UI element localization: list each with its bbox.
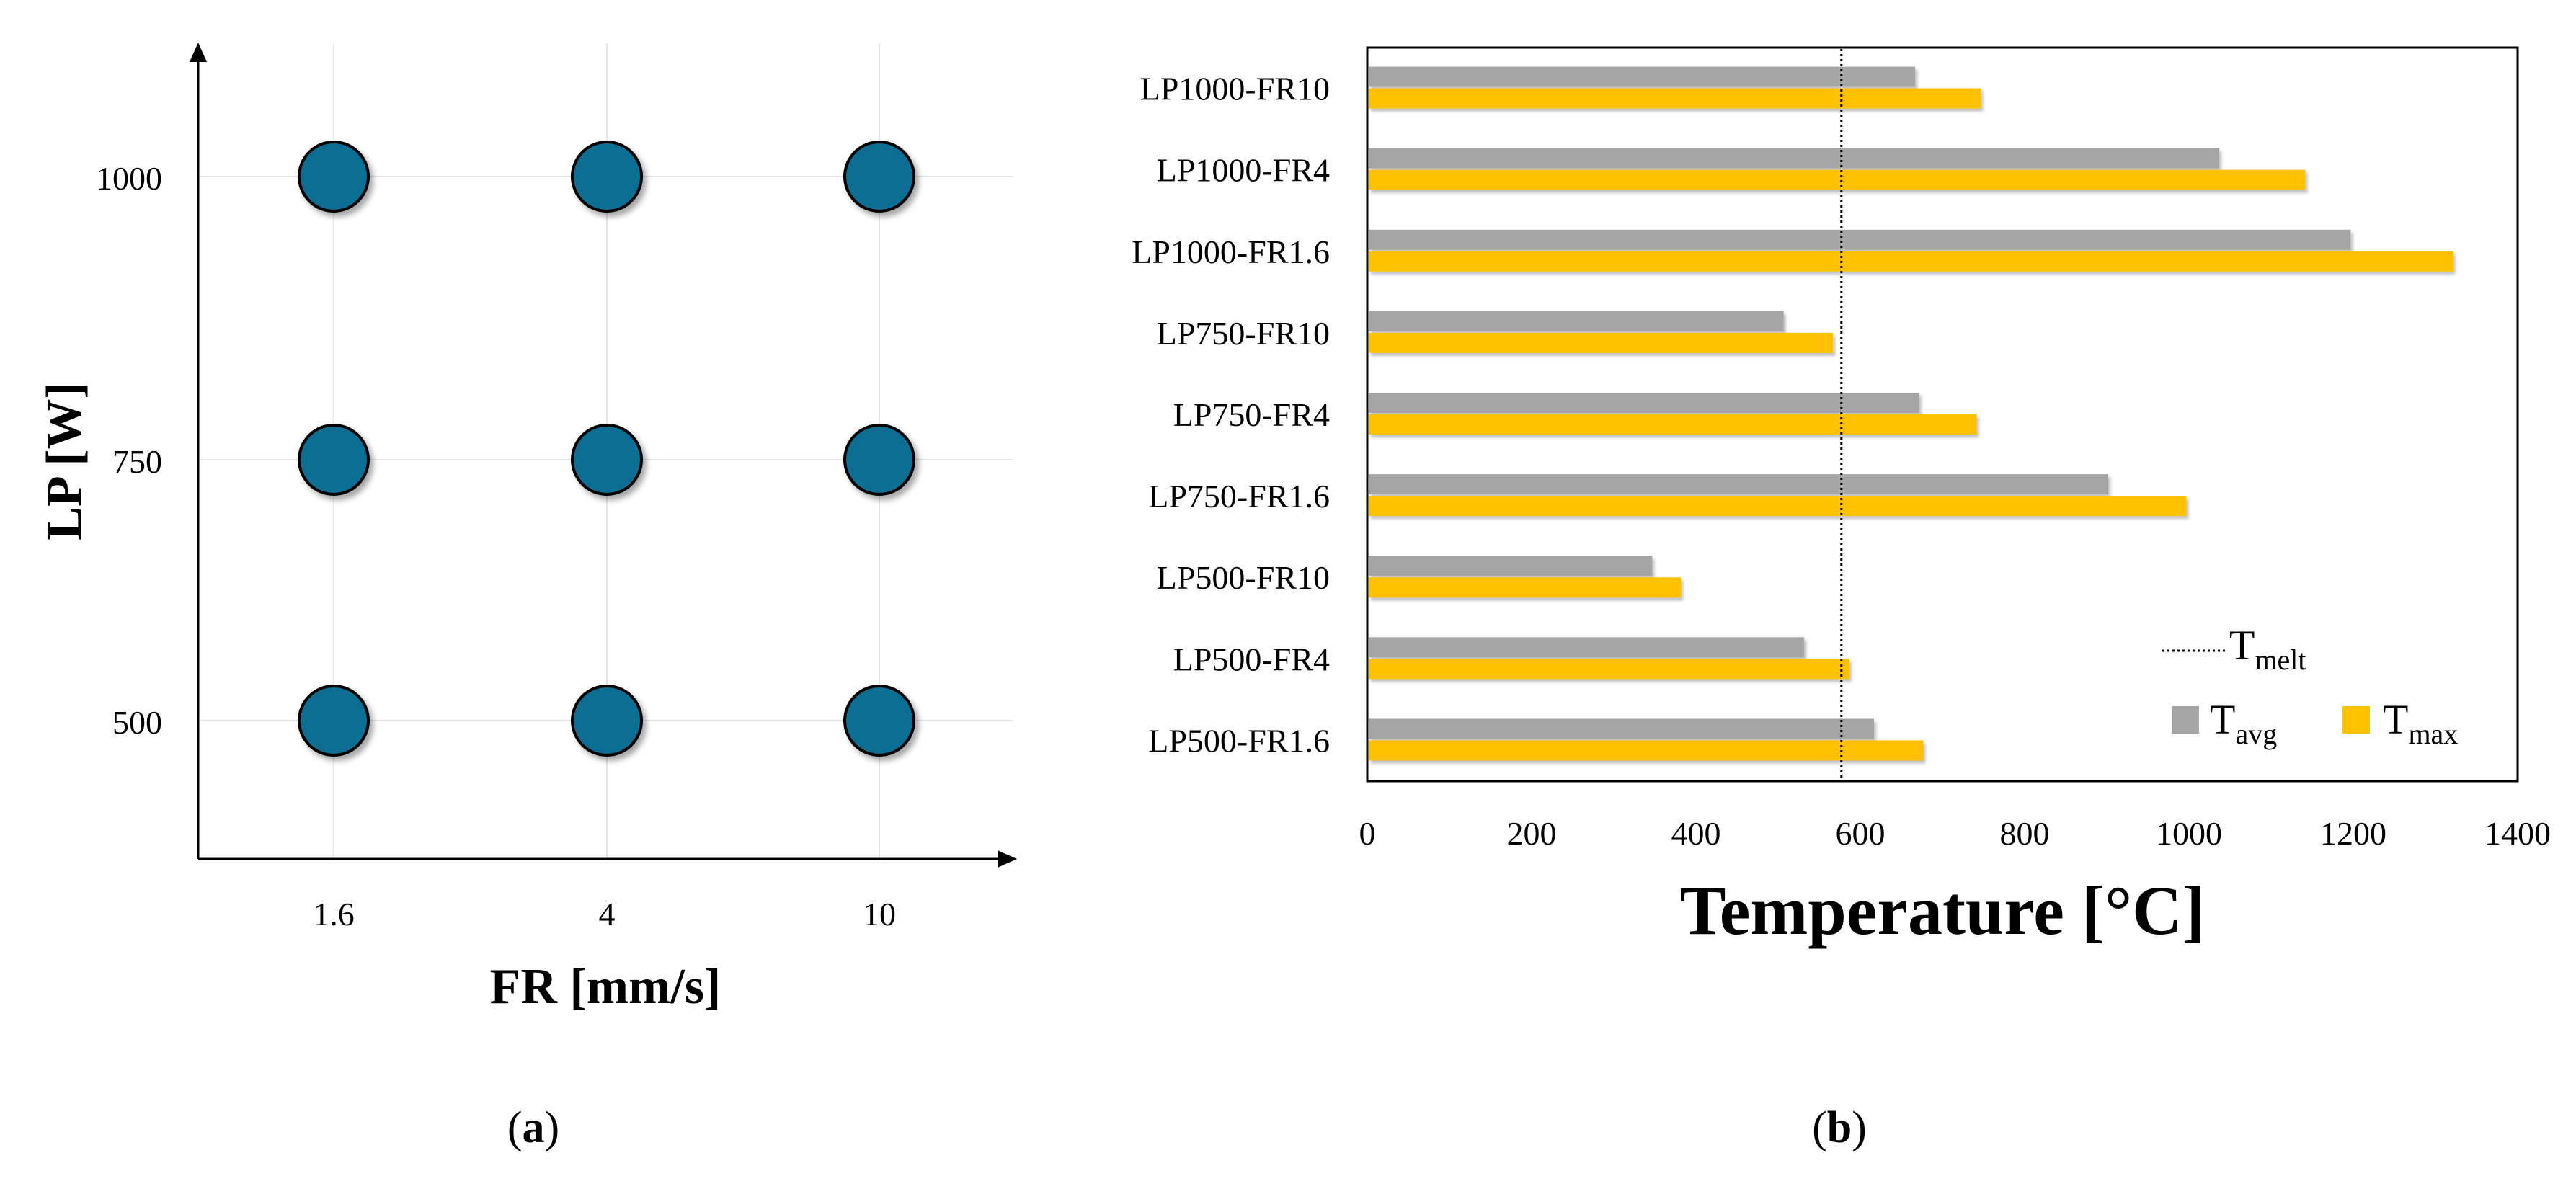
legend-max-main: T — [2383, 696, 2408, 743]
scatter-point-1.6-1000 — [298, 141, 370, 213]
bar-plot-frame — [1366, 46, 2519, 783]
bar-avg-LP750-FR4 — [1369, 393, 1919, 413]
bar-max-LP750-FR4 — [1369, 414, 1977, 435]
legend-melt-label: Tmelt — [2229, 622, 2306, 676]
bar-avg-LP1000-FR1.6 — [1369, 229, 2351, 250]
legend-melt-sub: melt — [2255, 643, 2306, 676]
scatter-point-10-750 — [843, 424, 915, 496]
category-label-LP500-FR4: LP500-FR4 — [1173, 641, 1330, 677]
scatter-point-10-500 — [843, 685, 915, 757]
x-tick-1400: 1400 — [2484, 815, 2551, 852]
scatter-point-1.6-500 — [298, 685, 370, 757]
bar-avg-LP750-FR1.6 — [1369, 474, 2108, 495]
bar-panel-b: LP500-FR1.6 LP500-FR4 LP500-FR10 LP750-FR1.… — [1132, 46, 2551, 1152]
scatter-x-axis-title: FR [mm/s] — [490, 959, 721, 1015]
x-tick-1.6: 1.6 — [313, 896, 355, 932]
bar-legend: Tmelt Tavg Tmax — [2162, 622, 2458, 750]
legend-avg-swatch — [2172, 706, 2199, 734]
bar-avg-LP500-FR10 — [1369, 556, 1653, 576]
bar-avg-LP1000-FR10 — [1369, 66, 1916, 87]
panel-a-letter: a — [523, 1103, 545, 1152]
scatter-y-tick-labels: 500 750 1000 — [96, 160, 162, 741]
legend-avg-label: Tavg — [2210, 696, 2277, 750]
category-label-LP750-FR10: LP750-FR10 — [1157, 315, 1330, 352]
bar-max-LP1000-FR1.6 — [1369, 251, 2453, 272]
legend-avg-sub: avg — [2235, 718, 2277, 750]
x-tick-4: 4 — [599, 896, 616, 932]
x-tick-0: 0 — [1359, 815, 1376, 852]
legend-avg-main: T — [2210, 696, 2235, 743]
category-label-LP750-FR4: LP750-FR4 — [1173, 396, 1330, 433]
bar-avg-LP500-FR1.6 — [1369, 718, 1875, 739]
bar-x-tick-labels: 0 200 400 600 800 1000 1200 1400 — [1359, 815, 2551, 852]
panel-b-label: (b) — [1812, 1103, 1867, 1152]
bar-max-LP500-FR4 — [1369, 659, 1849, 680]
scatter-point-10-1000 — [843, 141, 915, 213]
category-label-LP1000-FR10: LP1000-FR10 — [1140, 71, 1330, 107]
bar-avg-LP500-FR4 — [1369, 637, 1805, 658]
scatter-x-tick-labels: 1.6 4 10 — [313, 896, 896, 932]
bar-max-LP750-FR10 — [1369, 332, 1834, 353]
category-label-LP1000-FR4: LP1000-FR4 — [1157, 152, 1330, 189]
bar-series — [1369, 66, 2453, 761]
x-tick-600: 600 — [1836, 815, 1886, 852]
x-tick-800: 800 — [2000, 815, 2050, 852]
scatter-point-4-750 — [571, 424, 643, 496]
category-label-LP500-FR1.6: LP500-FR1.6 — [1148, 722, 1330, 759]
category-label-LP500-FR10: LP500-FR10 — [1157, 559, 1330, 596]
legend-max-label: Tmax — [2383, 696, 2458, 750]
bar-avg-LP750-FR10 — [1369, 311, 1784, 331]
category-label-LP1000-FR1.6: LP1000-FR1.6 — [1132, 233, 1330, 270]
panel-a-label: (a) — [507, 1103, 559, 1152]
x-tick-200: 200 — [1507, 815, 1557, 852]
y-tick-750: 750 — [112, 443, 162, 480]
x-tick-1000: 1000 — [2156, 815, 2222, 852]
bar-avg-LP1000-FR4 — [1369, 148, 2219, 169]
bar-max-LP500-FR1.6 — [1369, 740, 1924, 761]
scatter-panel-a: 500 750 1000 1.6 4 10 FR [mm/s] LP [W] (a) — [37, 43, 1017, 1152]
scatter-points — [298, 141, 915, 757]
x-tick-10: 10 — [863, 896, 896, 932]
category-label-LP750-FR1.6: LP750-FR1.6 — [1148, 478, 1330, 514]
scatter-point-1.6-750 — [298, 424, 370, 496]
bar-max-LP750-FR1.6 — [1369, 496, 2187, 517]
scatter-point-4-500 — [571, 685, 643, 757]
panel-b-letter: b — [1827, 1103, 1852, 1152]
x-tick-400: 400 — [1671, 815, 1721, 852]
scatter-point-4-1000 — [571, 141, 643, 213]
bar-max-LP1000-FR4 — [1369, 169, 2306, 190]
y-tick-500: 500 — [112, 704, 162, 741]
bar-x-axis-title: Temperature [°C] — [1680, 872, 2206, 949]
bar-category-labels: LP500-FR1.6 LP500-FR4 LP500-FR10 LP750-FR1.… — [1132, 71, 1330, 759]
legend-max-sub: max — [2408, 718, 2458, 750]
bar-max-LP500-FR10 — [1369, 577, 1682, 598]
y-tick-1000: 1000 — [96, 160, 162, 197]
bar-max-LP1000-FR10 — [1369, 88, 1981, 109]
scatter-y-axis-title: LP [W] — [37, 382, 92, 540]
legend-melt-main: T — [2229, 622, 2255, 669]
legend-max-swatch — [2342, 706, 2370, 734]
x-tick-1200: 1200 — [2320, 815, 2386, 852]
